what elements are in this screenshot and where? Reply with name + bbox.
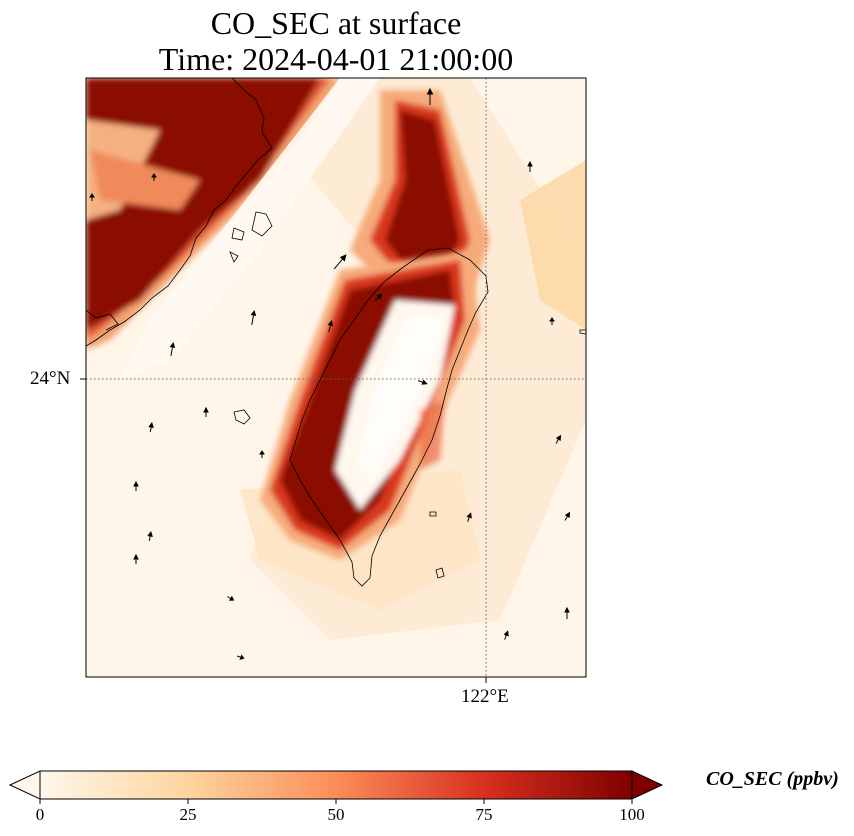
wind-arrow: [133, 553, 139, 564]
concentration-field: [86, 78, 586, 677]
wind-arrow: [227, 595, 235, 601]
map-title-line1: CO_SEC at surface: [210, 5, 462, 41]
wind-arrow: [250, 310, 257, 325]
wind-arrow: [426, 87, 434, 105]
colorbar-tick-75: 75: [475, 805, 493, 824]
colorbar-label: CO_SEC (ppbv): [706, 768, 839, 790]
wind-arrow: [203, 406, 209, 417]
colorbar-tick-50: 50: [327, 805, 345, 824]
wind-arrow: [148, 421, 154, 433]
wind-arrow: [549, 317, 555, 325]
wind-arrow: [333, 254, 347, 270]
wind-arrow: [327, 320, 334, 332]
wind-arrow: [503, 630, 509, 640]
colorbar-tick-100: 100: [619, 805, 645, 824]
wind-arrow: [169, 342, 176, 356]
colorbar-extend-max: [631, 770, 664, 800]
wind-arrow: [89, 193, 95, 201]
wind-arrow: [151, 173, 157, 181]
map-border: [85, 77, 587, 678]
wind-arrow: [259, 450, 265, 458]
plume-north: [350, 90, 490, 300]
wind-arrow: [237, 654, 245, 660]
colorbar: [8, 770, 664, 804]
map-title-line2: Time: 2024-04-01 21:00:00: [158, 41, 514, 77]
wind-arrow: [555, 434, 562, 444]
lon-label: 122°E: [461, 686, 509, 707]
wind-arrow: [147, 530, 153, 542]
plume-taiwan: [260, 250, 480, 560]
wind-arrow: [418, 379, 428, 385]
colorbar-gradient: [40, 771, 632, 799]
wind-arrow: [564, 606, 570, 619]
lat-label: 24°N: [30, 368, 71, 389]
wind-arrow: [374, 293, 383, 302]
coastline: [86, 78, 586, 587]
wind-arrow: [133, 480, 139, 491]
colorbar-tick-25: 25: [179, 805, 197, 824]
wind-arrow: [564, 511, 571, 521]
wind-arrow: [466, 512, 472, 522]
colorbar-tick-0: 0: [35, 805, 45, 824]
colorbar-extend-min: [8, 770, 41, 800]
wind-vectors: [89, 87, 571, 660]
wind-arrow: [527, 160, 533, 172]
